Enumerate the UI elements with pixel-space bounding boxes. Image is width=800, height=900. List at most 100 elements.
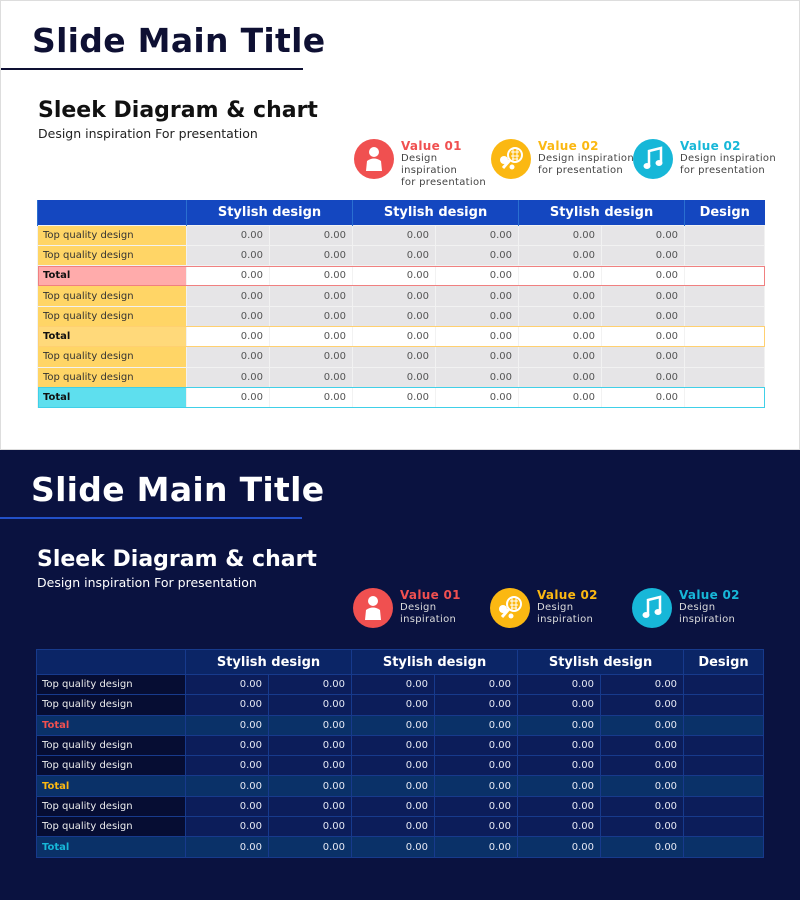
value-cell[interactable]: 0.00 [268, 305, 354, 327]
value-cell[interactable]: 0.00 [517, 734, 602, 757]
value-cell[interactable]: 0.00 [518, 285, 603, 307]
value-cell[interactable]: 0.00 [268, 386, 354, 409]
value-cell[interactable]: 0.00 [434, 755, 519, 777]
value-cell[interactable]: 0.00 [435, 325, 520, 348]
value-cell[interactable]: 0.00 [185, 836, 269, 858]
value-cell[interactable]: 0.00 [601, 346, 686, 368]
value-cell[interactable]: 0.00 [352, 386, 437, 409]
value-cell[interactable]: 0.00 [267, 734, 353, 757]
value-cell[interactable] [683, 775, 764, 797]
value-cell[interactable]: 0.00 [434, 775, 519, 797]
value-cell[interactable]: 0.00 [518, 265, 603, 287]
value-cell[interactable]: 0.00 [517, 673, 602, 696]
value-cell[interactable]: 0.00 [351, 694, 436, 716]
value-cell[interactable]: 0.00 [600, 673, 685, 696]
value-cell[interactable]: 0.00 [351, 816, 436, 838]
value-cell[interactable]: 0.00 [518, 366, 603, 388]
value-cell[interactable]: 0.00 [434, 734, 519, 757]
value-cell[interactable]: 0.00 [267, 795, 353, 818]
value-cell[interactable]: 0.00 [434, 816, 519, 838]
value-cell[interactable]: 0.00 [186, 366, 270, 388]
value-cell[interactable]: 0.00 [434, 694, 519, 716]
value-cell[interactable]: 0.00 [351, 795, 436, 818]
value-cell[interactable] [683, 755, 764, 777]
value-cell[interactable] [683, 836, 764, 858]
value-cell[interactable]: 0.00 [185, 673, 269, 696]
value-cell[interactable]: 0.00 [435, 305, 520, 327]
value-cell[interactable] [683, 734, 764, 757]
value-cell[interactable]: 0.00 [601, 305, 686, 327]
value-cell[interactable]: 0.00 [600, 775, 685, 797]
value-cell[interactable]: 0.00 [352, 224, 437, 246]
value-cell[interactable]: 0.00 [517, 714, 602, 736]
value-cell[interactable]: 0.00 [434, 673, 519, 696]
value-cell[interactable] [683, 714, 764, 736]
value-cell[interactable]: 0.00 [435, 346, 520, 368]
value-cell[interactable]: 0.00 [185, 694, 269, 716]
value-cell[interactable]: 0.00 [351, 755, 436, 777]
value-cell[interactable]: 0.00 [601, 366, 686, 388]
value-cell[interactable] [683, 694, 764, 716]
value-cell[interactable]: 0.00 [186, 224, 270, 246]
value-cell[interactable]: 0.00 [435, 366, 520, 388]
value-cell[interactable] [684, 224, 765, 246]
value-cell[interactable]: 0.00 [601, 224, 686, 246]
value-cell[interactable] [683, 673, 764, 696]
value-cell[interactable]: 0.00 [434, 795, 519, 818]
value-cell[interactable]: 0.00 [186, 386, 270, 409]
value-cell[interactable]: 0.00 [267, 714, 353, 736]
value-cell[interactable]: 0.00 [517, 694, 602, 716]
value-cell[interactable]: 0.00 [185, 775, 269, 797]
value-cell[interactable]: 0.00 [351, 734, 436, 757]
value-cell[interactable]: 0.00 [518, 386, 603, 409]
value-cell[interactable]: 0.00 [186, 244, 270, 267]
value-cell[interactable]: 0.00 [185, 755, 269, 777]
value-cell[interactable]: 0.00 [186, 305, 270, 327]
value-cell[interactable]: 0.00 [267, 816, 353, 838]
value-cell[interactable]: 0.00 [517, 795, 602, 818]
value-cell[interactable] [684, 366, 765, 388]
value-cell[interactable]: 0.00 [600, 755, 685, 777]
value-cell[interactable]: 0.00 [517, 755, 602, 777]
value-cell[interactable]: 0.00 [435, 244, 520, 267]
value-cell[interactable]: 0.00 [517, 836, 602, 858]
value-cell[interactable]: 0.00 [518, 346, 603, 368]
value-cell[interactable]: 0.00 [185, 816, 269, 838]
value-cell[interactable]: 0.00 [600, 816, 685, 838]
value-cell[interactable]: 0.00 [185, 714, 269, 736]
value-cell[interactable]: 0.00 [435, 386, 520, 409]
value-cell[interactable]: 0.00 [601, 386, 686, 409]
value-cell[interactable]: 0.00 [518, 305, 603, 327]
value-cell[interactable]: 0.00 [267, 836, 353, 858]
value-cell[interactable]: 0.00 [435, 265, 520, 287]
value-cell[interactable]: 0.00 [435, 285, 520, 307]
value-cell[interactable]: 0.00 [351, 836, 436, 858]
value-cell[interactable]: 0.00 [267, 755, 353, 777]
value-cell[interactable]: 0.00 [186, 285, 270, 307]
value-cell[interactable]: 0.00 [518, 244, 603, 267]
value-cell[interactable]: 0.00 [268, 244, 354, 267]
value-cell[interactable]: 0.00 [352, 346, 437, 368]
value-cell[interactable]: 0.00 [268, 325, 354, 348]
value-cell[interactable]: 0.00 [600, 694, 685, 716]
value-cell[interactable]: 0.00 [186, 325, 270, 348]
value-cell[interactable]: 0.00 [351, 673, 436, 696]
value-cell[interactable]: 0.00 [352, 305, 437, 327]
value-cell[interactable]: 0.00 [600, 714, 685, 736]
value-cell[interactable] [683, 816, 764, 838]
value-cell[interactable]: 0.00 [518, 325, 603, 348]
value-cell[interactable]: 0.00 [435, 224, 520, 246]
value-cell[interactable]: 0.00 [352, 325, 437, 348]
value-cell[interactable]: 0.00 [351, 775, 436, 797]
value-cell[interactable]: 0.00 [186, 265, 270, 287]
value-cell[interactable]: 0.00 [601, 325, 686, 348]
value-cell[interactable]: 0.00 [517, 775, 602, 797]
value-cell[interactable]: 0.00 [267, 673, 353, 696]
value-cell[interactable]: 0.00 [352, 244, 437, 267]
value-cell[interactable] [684, 325, 765, 348]
value-cell[interactable]: 0.00 [185, 734, 269, 757]
value-cell[interactable]: 0.00 [267, 694, 353, 716]
value-cell[interactable] [683, 795, 764, 818]
value-cell[interactable] [684, 305, 765, 327]
value-cell[interactable]: 0.00 [517, 816, 602, 838]
